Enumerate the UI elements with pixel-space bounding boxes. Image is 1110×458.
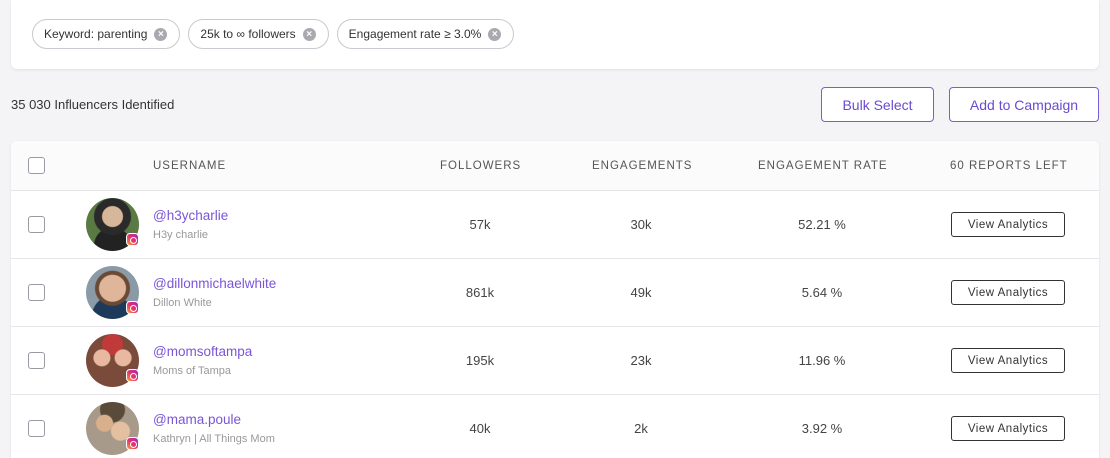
instagram-icon bbox=[126, 233, 139, 246]
engagement-rate-value: 52.21 % bbox=[798, 217, 846, 232]
header-username[interactable]: USERNAME bbox=[153, 160, 227, 172]
remove-filter-icon[interactable]: × bbox=[488, 27, 502, 41]
filter-chip-engagement[interactable]: Engagement rate ≥ 3.0% × bbox=[336, 19, 515, 49]
header-reports-left: 60 REPORTS LEFT bbox=[950, 160, 1068, 172]
table-row: @dillonmichaelwhite Dillon White 861k 49… bbox=[11, 259, 1099, 327]
engagements-value: 30k bbox=[630, 217, 652, 232]
row-checkbox[interactable] bbox=[28, 420, 45, 437]
username-link[interactable]: @h3ycharlie bbox=[153, 208, 229, 223]
view-analytics-button[interactable]: View Analytics bbox=[951, 348, 1065, 373]
row-checkbox[interactable] bbox=[28, 216, 45, 233]
instagram-icon bbox=[126, 301, 139, 314]
filter-chip-label: Engagement rate ≥ 3.0% bbox=[348, 27, 482, 41]
username-link[interactable]: @dillonmichaelwhite bbox=[153, 276, 277, 291]
table-header: USERNAME FOLLOWERS ENGAGEMENTS ENGAGEMEN… bbox=[11, 141, 1099, 191]
bulk-select-button[interactable]: Bulk Select bbox=[821, 87, 934, 122]
display-name: Dillon White bbox=[153, 297, 212, 309]
view-analytics-button[interactable]: View Analytics bbox=[951, 416, 1065, 441]
engagement-rate-value: 11.96 % bbox=[798, 353, 846, 368]
filter-chips: Keyword: parenting × 25k to ∞ followers … bbox=[32, 19, 515, 49]
filter-panel: Keyword: parenting × 25k to ∞ followers … bbox=[11, 0, 1099, 69]
table-row: @mama.poule Kathryn | All Things Mom 40k… bbox=[11, 395, 1099, 458]
followers-value: 40k bbox=[469, 421, 491, 436]
header-engagement-rate[interactable]: ENGAGEMENT RATE bbox=[758, 160, 888, 172]
select-all-checkbox[interactable] bbox=[28, 157, 45, 174]
filter-chip-label: 25k to ∞ followers bbox=[200, 27, 296, 41]
filter-chip-followers[interactable]: 25k to ∞ followers × bbox=[188, 19, 329, 49]
followers-value: 57k bbox=[469, 217, 491, 232]
avatar[interactable] bbox=[86, 198, 139, 251]
engagement-rate-value: 5.64 % bbox=[801, 285, 843, 300]
avatar[interactable] bbox=[86, 402, 139, 455]
display-name: Kathryn | All Things Mom bbox=[153, 433, 275, 445]
view-analytics-button[interactable]: View Analytics bbox=[951, 212, 1065, 237]
engagements-value: 23k bbox=[630, 353, 652, 368]
engagements-value: 49k bbox=[630, 285, 652, 300]
engagements-value: 2k bbox=[634, 421, 648, 436]
engagement-rate-value: 3.92 % bbox=[801, 421, 843, 436]
filter-chip-keyword[interactable]: Keyword: parenting × bbox=[32, 19, 181, 49]
followers-value: 195k bbox=[465, 353, 495, 368]
filter-chip-label: Keyword: parenting bbox=[44, 27, 148, 41]
header-engagements[interactable]: ENGAGEMENTS bbox=[592, 160, 693, 172]
view-analytics-button[interactable]: View Analytics bbox=[951, 280, 1065, 305]
username-link[interactable]: @momsoftampa bbox=[153, 344, 253, 359]
display-name: H3y charlie bbox=[153, 229, 209, 241]
row-checkbox[interactable] bbox=[28, 352, 45, 369]
header-followers[interactable]: FOLLOWERS bbox=[440, 160, 522, 172]
table-row: @momsoftampa Moms of Tampa 195k 23k 11.9… bbox=[11, 327, 1099, 395]
instagram-icon bbox=[126, 369, 139, 382]
table-row: @h3ycharlie H3y charlie 57k 30k 52.21 % … bbox=[11, 191, 1099, 259]
remove-filter-icon[interactable]: × bbox=[154, 27, 168, 41]
add-to-campaign-button[interactable]: Add to Campaign bbox=[949, 87, 1099, 122]
followers-value: 861k bbox=[465, 285, 495, 300]
influencer-table: USERNAME FOLLOWERS ENGAGEMENTS ENGAGEMEN… bbox=[11, 141, 1099, 458]
row-checkbox[interactable] bbox=[28, 284, 45, 301]
display-name: Moms of Tampa bbox=[153, 365, 232, 377]
instagram-icon bbox=[126, 437, 139, 450]
remove-filter-icon[interactable]: × bbox=[302, 27, 316, 41]
avatar[interactable] bbox=[86, 334, 139, 387]
results-count: 35 030 Influencers Identified bbox=[11, 97, 175, 112]
avatar[interactable] bbox=[86, 266, 139, 319]
username-link[interactable]: @mama.poule bbox=[153, 412, 241, 427]
